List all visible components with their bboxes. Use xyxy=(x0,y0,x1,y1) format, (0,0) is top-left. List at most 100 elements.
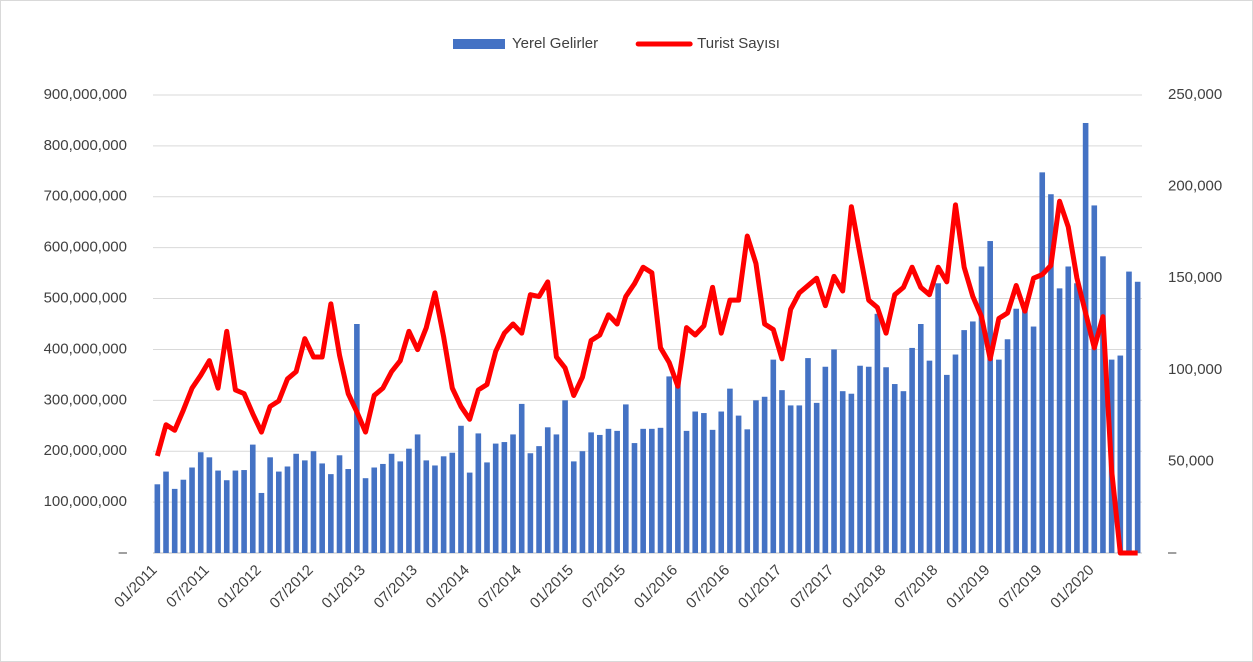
bar xyxy=(761,396,768,553)
y-tick-label: 900,000,000 xyxy=(44,86,127,103)
bar xyxy=(753,400,759,553)
y-tick-label: 700,000,000 xyxy=(44,188,127,205)
bar xyxy=(310,451,317,553)
bar xyxy=(449,452,456,553)
bar xyxy=(501,442,508,553)
bar xyxy=(631,443,638,553)
bar xyxy=(718,411,725,553)
bar xyxy=(640,428,646,553)
bar xyxy=(909,347,915,553)
bar xyxy=(709,429,716,553)
bar xyxy=(570,461,577,553)
bar xyxy=(432,465,438,553)
bar xyxy=(440,456,447,553)
bar xyxy=(839,391,846,553)
bar xyxy=(961,330,967,553)
bar xyxy=(1022,303,1028,553)
bar xyxy=(952,354,959,553)
bar xyxy=(275,471,282,553)
bar xyxy=(970,321,976,553)
line xyxy=(154,198,1138,556)
bar xyxy=(319,463,325,553)
bar xyxy=(553,434,560,553)
bar xyxy=(813,402,820,553)
bar xyxy=(1126,271,1132,553)
y-tick-label: – xyxy=(119,544,128,561)
y2-tick-label: 200,000 xyxy=(1168,178,1222,195)
bar xyxy=(1134,281,1141,553)
bar xyxy=(518,403,525,553)
y-tick-label: 500,000,000 xyxy=(44,290,127,307)
bar xyxy=(1117,355,1124,553)
y2-tick-label: 100,000 xyxy=(1168,361,1222,378)
bar xyxy=(258,492,265,553)
bar xyxy=(562,400,568,553)
bar xyxy=(380,463,386,553)
bar xyxy=(293,453,299,553)
bar xyxy=(770,359,777,553)
bar xyxy=(796,405,803,553)
bar xyxy=(223,480,230,553)
y-tick-label: 600,000,000 xyxy=(44,239,127,256)
bar xyxy=(423,460,430,553)
bar xyxy=(605,428,612,553)
bar xyxy=(675,382,681,553)
y-tick-label: 200,000,000 xyxy=(44,442,127,459)
bar xyxy=(978,266,985,553)
bar xyxy=(1056,288,1063,553)
bar xyxy=(657,427,664,553)
legend-swatch xyxy=(453,39,505,49)
bar xyxy=(883,367,889,553)
bar xyxy=(692,411,699,553)
bar xyxy=(614,430,620,553)
bar xyxy=(1030,326,1037,553)
bar xyxy=(397,461,404,553)
bar xyxy=(354,324,360,553)
bar xyxy=(154,484,161,553)
bar xyxy=(874,313,881,553)
y-tick-label: 800,000,000 xyxy=(44,137,127,154)
bar xyxy=(623,404,629,553)
bar xyxy=(388,453,395,553)
bar xyxy=(1048,194,1054,553)
bar xyxy=(232,470,239,553)
bar xyxy=(510,434,516,553)
bar xyxy=(831,349,837,553)
bar xyxy=(1082,122,1089,553)
bar xyxy=(891,384,898,553)
bar xyxy=(805,358,811,553)
bar xyxy=(1100,256,1106,553)
bar xyxy=(588,432,594,553)
bar xyxy=(787,405,794,553)
legend-label: Yerel Gelirler xyxy=(512,35,598,52)
bar xyxy=(527,453,534,553)
bar xyxy=(345,469,351,553)
bar xyxy=(492,443,499,553)
bar xyxy=(249,444,256,553)
bar xyxy=(328,474,334,553)
bar xyxy=(406,448,412,553)
bar xyxy=(267,457,273,553)
bar xyxy=(215,470,221,553)
bar xyxy=(241,470,247,553)
bar xyxy=(171,488,178,553)
bar xyxy=(284,466,291,553)
bar xyxy=(336,455,343,553)
bar xyxy=(362,478,369,553)
bar xyxy=(163,471,169,553)
bar xyxy=(596,434,603,553)
bar xyxy=(1013,308,1020,553)
bar xyxy=(996,359,1002,553)
bar xyxy=(189,467,195,553)
bar xyxy=(1004,339,1011,553)
y-tick-label: 300,000,000 xyxy=(44,391,127,408)
bar xyxy=(649,428,655,553)
bar xyxy=(944,374,950,553)
bar xyxy=(865,366,872,553)
bar xyxy=(371,467,378,553)
bar xyxy=(917,324,924,553)
bar xyxy=(926,360,933,553)
bar xyxy=(414,434,421,553)
